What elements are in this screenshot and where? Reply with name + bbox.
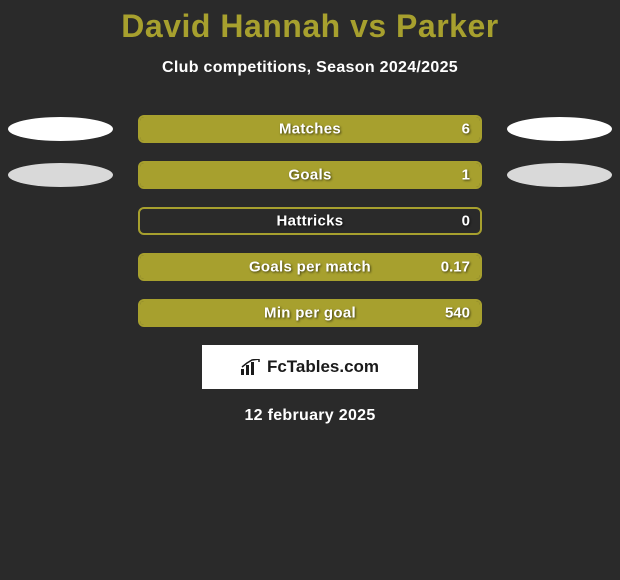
stat-row: Matches6 [0, 115, 620, 143]
stat-label: Matches [140, 121, 480, 138]
subtitle: Club competitions, Season 2024/2025 [0, 59, 620, 77]
stat-row: Hattricks0 [0, 207, 620, 235]
stat-label: Hattricks [140, 213, 480, 230]
stat-bar: Matches6 [138, 115, 482, 143]
player-right-marker [507, 163, 612, 187]
comparison-widget: David Hannah vs Parker Club competitions… [0, 0, 620, 425]
logo-inner: FcTables.com [241, 357, 379, 377]
stat-value: 0 [462, 213, 470, 230]
player-left-marker [8, 117, 113, 141]
stat-value: 1 [462, 167, 470, 184]
stat-row: Goals per match0.17 [0, 253, 620, 281]
stat-value: 540 [445, 305, 470, 322]
stat-bar: Min per goal540 [138, 299, 482, 327]
player-left-marker [8, 163, 113, 187]
stat-label: Goals per match [140, 259, 480, 276]
player-right-marker [507, 117, 612, 141]
stat-row: Min per goal540 [0, 299, 620, 327]
date-text: 12 february 2025 [0, 407, 620, 425]
chart-icon [241, 359, 261, 375]
stat-label: Goals [140, 167, 480, 184]
stat-bar: Goals per match0.17 [138, 253, 482, 281]
stat-value: 0.17 [441, 259, 470, 276]
stat-row: Goals1 [0, 161, 620, 189]
stat-rows: Matches6Goals1Hattricks0Goals per match0… [0, 115, 620, 327]
stat-label: Min per goal [140, 305, 480, 322]
page-title: David Hannah vs Parker [0, 0, 620, 45]
stat-bar: Hattricks0 [138, 207, 482, 235]
stat-value: 6 [462, 121, 470, 138]
logo-text: FcTables.com [267, 357, 379, 377]
stat-bar: Goals1 [138, 161, 482, 189]
logo-box[interactable]: FcTables.com [202, 345, 418, 389]
